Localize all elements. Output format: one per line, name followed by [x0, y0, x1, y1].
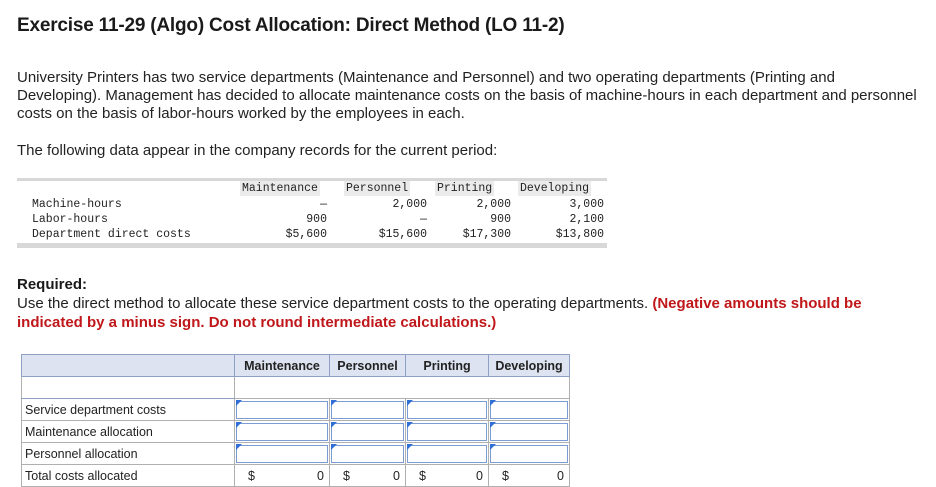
data-cell: $15,600: [378, 228, 427, 241]
data-cell: 900: [306, 213, 327, 226]
input-cell: [329, 442, 406, 465]
input-flag-icon: [407, 444, 413, 450]
maintenance-allocation-printing-input[interactable]: [407, 422, 487, 441]
data-row-label-labor-hours: Labor-hours: [32, 213, 108, 226]
row-label-maintenance-allocation: Maintenance allocation: [21, 420, 235, 443]
data-lead-text: The following data appear in the company…: [17, 142, 498, 159]
input-flag-icon: [490, 422, 496, 428]
table-corner: [21, 354, 235, 377]
data-header-maintenance: Maintenance: [240, 181, 320, 196]
data-header-personnel: Personnel: [344, 181, 411, 196]
data-cell: 2,100: [569, 213, 604, 226]
allocation-answer-table: Maintenance Personnel Printing Developin…: [21, 354, 570, 487]
currency-symbol: $: [343, 469, 350, 483]
input-flag-icon: [236, 422, 242, 428]
required-text: Use the direct method to allocate these …: [17, 295, 649, 312]
data-cell: 2,000: [392, 198, 427, 211]
row-label-total-costs: Total costs allocated: [21, 464, 235, 487]
input-cell: [488, 398, 570, 421]
input-cell: [488, 442, 570, 465]
data-cell: —: [320, 198, 327, 211]
total-personnel-value: 0: [393, 469, 400, 483]
col-header-printing: Printing: [405, 354, 489, 377]
table-spacer: [21, 376, 235, 399]
input-cell: [234, 398, 330, 421]
currency-symbol: $: [419, 469, 426, 483]
data-row-label-machine-hours: Machine-hours: [32, 198, 122, 211]
row-label-personnel-allocation: Personnel allocation: [21, 442, 235, 465]
data-cell: $17,300: [462, 228, 511, 241]
input-flag-icon: [407, 400, 413, 406]
col-header-maintenance: Maintenance: [234, 354, 330, 377]
required-note: (Negative amounts should be indicated by…: [17, 295, 862, 331]
intro-paragraph: University Printers has two service depa…: [17, 69, 917, 122]
total-developing-value: 0: [557, 469, 564, 483]
input-flag-icon: [331, 400, 337, 406]
total-printing-value: 0: [476, 469, 483, 483]
maintenance-allocation-personnel-input[interactable]: [331, 422, 404, 441]
data-cell: 900: [490, 213, 511, 226]
spacer-row: [234, 376, 570, 399]
input-cell: [405, 442, 489, 465]
maintenance-allocation-maintenance-input[interactable]: [236, 422, 328, 441]
currency-symbol: $: [248, 469, 255, 483]
data-cell: $13,800: [555, 228, 604, 241]
input-cell: [405, 420, 489, 443]
input-flag-icon: [490, 444, 496, 450]
personnel-allocation-printing-input[interactable]: [407, 444, 487, 463]
input-flag-icon: [331, 422, 337, 428]
input-cell: [234, 420, 330, 443]
currency-symbol: $: [502, 469, 509, 483]
exercise-title: Exercise 11-29 (Algo) Cost Allocation: D…: [17, 15, 565, 36]
personnel-allocation-maintenance-input[interactable]: [236, 444, 328, 463]
col-header-developing: Developing: [488, 354, 570, 377]
maintenance-allocation-developing-input[interactable]: [490, 422, 568, 441]
input-cell: [234, 442, 330, 465]
total-printing-cell: $0: [405, 464, 489, 487]
data-cell: 2,000: [476, 198, 511, 211]
input-flag-icon: [236, 400, 242, 406]
data-cell: —: [420, 213, 427, 226]
data-cell: 3,000: [569, 198, 604, 211]
input-flag-icon: [407, 422, 413, 428]
personnel-allocation-personnel-input[interactable]: [331, 444, 404, 463]
input-flag-icon: [236, 444, 242, 450]
data-row-label-direct-costs: Department direct costs: [32, 228, 191, 241]
personnel-allocation-developing-input[interactable]: [490, 444, 568, 463]
input-cell: [329, 420, 406, 443]
row-label-service-costs: Service department costs: [21, 398, 235, 421]
service-costs-personnel-input[interactable]: [331, 400, 404, 419]
required-instructions: Use the direct method to allocate these …: [17, 294, 922, 332]
data-header-printing: Printing: [435, 181, 495, 196]
total-maintenance-cell: $0: [234, 464, 330, 487]
required-heading: Required:: [17, 276, 88, 293]
input-cell: [329, 398, 406, 421]
service-costs-developing-input[interactable]: [490, 400, 568, 419]
service-costs-printing-input[interactable]: [407, 400, 487, 419]
total-maintenance-value: 0: [317, 469, 324, 483]
data-header-developing: Developing: [518, 181, 592, 196]
company-data-table: Maintenance Personnel Printing Developin…: [17, 178, 607, 248]
total-developing-cell: $0: [488, 464, 570, 487]
input-cell: [488, 420, 570, 443]
col-header-personnel: Personnel: [329, 354, 406, 377]
input-flag-icon: [331, 444, 337, 450]
input-flag-icon: [490, 400, 496, 406]
input-cell: [405, 398, 489, 421]
total-personnel-cell: $0: [329, 464, 406, 487]
service-costs-maintenance-input[interactable]: [236, 400, 328, 419]
data-cell: $5,600: [285, 228, 327, 241]
